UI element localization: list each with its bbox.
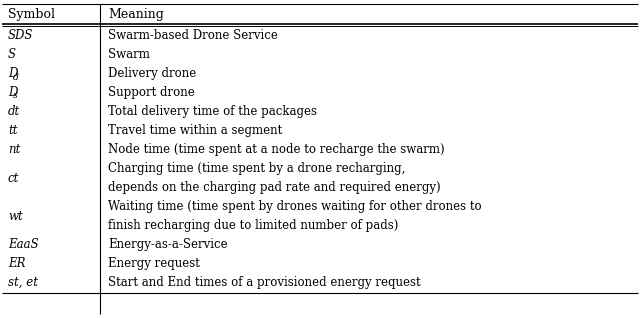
Text: Waiting time (time spent by drones waiting for other drones to: Waiting time (time spent by drones waiti… [108, 200, 482, 213]
Text: D: D [8, 86, 17, 99]
Text: d: d [13, 73, 19, 81]
Text: Energy request: Energy request [108, 257, 200, 270]
Text: Start and End times of a provisioned energy request: Start and End times of a provisioned ene… [108, 276, 420, 289]
Text: finish recharging due to limited number of pads): finish recharging due to limited number … [108, 219, 398, 232]
Text: EaaS: EaaS [8, 238, 38, 251]
Text: Meaning: Meaning [108, 8, 164, 21]
Text: Swarm: Swarm [108, 48, 150, 61]
Text: D: D [8, 67, 17, 80]
Text: depends on the charging pad rate and required energy): depends on the charging pad rate and req… [108, 181, 440, 194]
Text: Node time (time spent at a node to recharge the swarm): Node time (time spent at a node to recha… [108, 143, 445, 156]
Text: ER: ER [8, 257, 26, 270]
Text: S: S [8, 48, 16, 61]
Text: nt: nt [8, 143, 20, 156]
Text: SDS: SDS [8, 29, 33, 42]
Text: Total delivery time of the packages: Total delivery time of the packages [108, 105, 317, 118]
Text: Energy-as-a-Service: Energy-as-a-Service [108, 238, 228, 251]
Text: wt: wt [8, 210, 23, 223]
Text: Support drone: Support drone [108, 86, 195, 99]
Text: ct: ct [8, 171, 19, 184]
Text: tt: tt [8, 124, 17, 137]
Text: Swarm-based Drone Service: Swarm-based Drone Service [108, 29, 278, 42]
Text: Delivery drone: Delivery drone [108, 67, 196, 80]
Text: s: s [13, 92, 18, 100]
Text: st, et: st, et [8, 276, 38, 289]
Text: Travel time within a segment: Travel time within a segment [108, 124, 282, 137]
Text: Charging time (time spent by a drone recharging,: Charging time (time spent by a drone rec… [108, 162, 405, 175]
Text: dt: dt [8, 105, 20, 118]
Text: Symbol: Symbol [8, 8, 55, 21]
